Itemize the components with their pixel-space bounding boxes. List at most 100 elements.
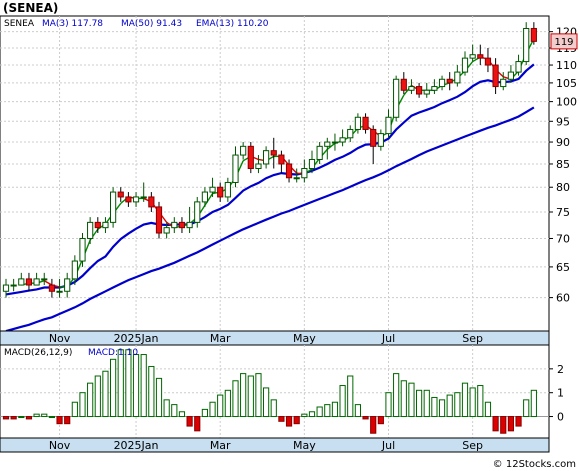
macd-bar-negative [377,416,384,425]
last-price-value: 119 [554,37,573,48]
ma3-segment [43,280,53,286]
macd-bar-positive [530,389,537,418]
candle-down [484,57,492,66]
candle-down [25,278,33,286]
candle-up [18,278,25,286]
candle-up [454,71,461,84]
macd-bar-positive [155,377,163,418]
price-x-axis: Nov 2025Jan Mar May Jul Sep [49,332,483,345]
candle-down [155,206,163,234]
candle-up [201,191,209,203]
macd-bar-positive [171,404,178,418]
macd-bar-positive [71,401,78,418]
candle-up [461,57,469,73]
macd-bar-positive [316,406,323,418]
macd-x-tick-label: Mar [210,439,231,452]
macd-bar-positive [331,401,339,418]
candle-up [224,181,231,198]
price-x-tick-label: Jul [381,332,395,345]
price-y-tick-label: 70 [556,232,570,245]
macd-y-tick-label: 0 [557,411,564,424]
macd-bar-positive [217,394,224,418]
candle-up [102,221,109,229]
candle-up [186,221,193,229]
macd-bar-positive [339,385,346,418]
candle-up [263,150,270,165]
candle-up [523,27,530,63]
macd-y-tick-label: 1 [557,387,564,400]
price-y-tick-label: 85 [556,158,570,171]
candles [2,22,537,298]
macd-bar-positive [423,389,430,418]
macd-bar-positive [400,380,407,418]
candle-up [339,137,346,143]
price-y-tick-label: 90 [556,136,570,149]
candle-down [270,150,277,156]
macd-bar-positive [41,413,48,418]
macd-bar-positive [438,399,446,418]
macd-x-tick-label: May [293,439,316,452]
candle-up [87,221,94,239]
macd-x-tick-label: Sep [462,439,483,452]
candle-up [293,177,300,180]
macd-bar-positive [263,387,270,418]
macd-bar-positive [94,375,101,418]
candle-up [56,290,63,293]
macd-bar-positive [163,399,170,418]
macd-bar-positive [301,413,308,418]
macd-bar-negative [2,416,10,420]
macd-bar-negative [492,416,499,432]
macd-bar-negative [10,416,17,420]
candle-up [500,78,507,88]
candle-up [132,196,140,203]
chart-title: (SENEA) [3,1,58,15]
macd-bar-positive [324,404,331,418]
macd-bar-positive [209,401,216,418]
macd-value-label: MACD:1.10 [88,348,138,358]
price-y-axis: 6065707580859095100105110115120 [549,26,577,305]
macd-bar-negative [515,416,522,427]
macd-bar-negative [64,416,71,425]
macd-bar-negative [278,416,285,422]
candle-up [163,227,170,234]
candle-down [94,221,101,229]
price-y-tick-label: 105 [556,77,577,90]
macd-x-tick-label: 2025Jan [114,439,159,452]
price-x-tick-label: Nov [49,332,71,345]
candle-down [477,54,484,59]
candle-down [125,196,132,203]
price-y-tick-label: 60 [556,292,570,305]
macd-bar-positive [270,399,277,418]
ma3-legend: MA(3) 117.78 [42,19,103,29]
ema13-line [5,63,535,296]
candle-down [48,284,55,292]
ma50-legend: MA(50) 91.43 [121,19,182,29]
candle-up [255,163,262,170]
macd-bar-positive [393,373,400,418]
candle-down [148,196,155,208]
macd-bar-positive [454,392,461,418]
macd-bar-positive [308,411,316,418]
candle-up [240,145,247,156]
candle-up [331,141,339,144]
candle-down [362,116,369,130]
macd-bar-positive [33,413,40,418]
macd-bar-positive [247,375,254,418]
macd-bar-positive [523,399,530,418]
candle-up [393,78,400,118]
last-price-badge: 119 [550,33,578,50]
ma3-segment [326,142,336,150]
candle-down [416,86,423,95]
macd-bar-negative [370,416,377,434]
candle-down [278,154,285,165]
candle-up [515,61,522,73]
ma3-segment [204,193,214,206]
macd-bar-positive [416,389,423,418]
ma50-polyline [5,106,535,333]
macd-bar-negative [293,416,300,425]
candle-up [33,278,40,286]
macd-bar-positive [87,382,94,418]
macd-bar-negative [25,416,33,420]
